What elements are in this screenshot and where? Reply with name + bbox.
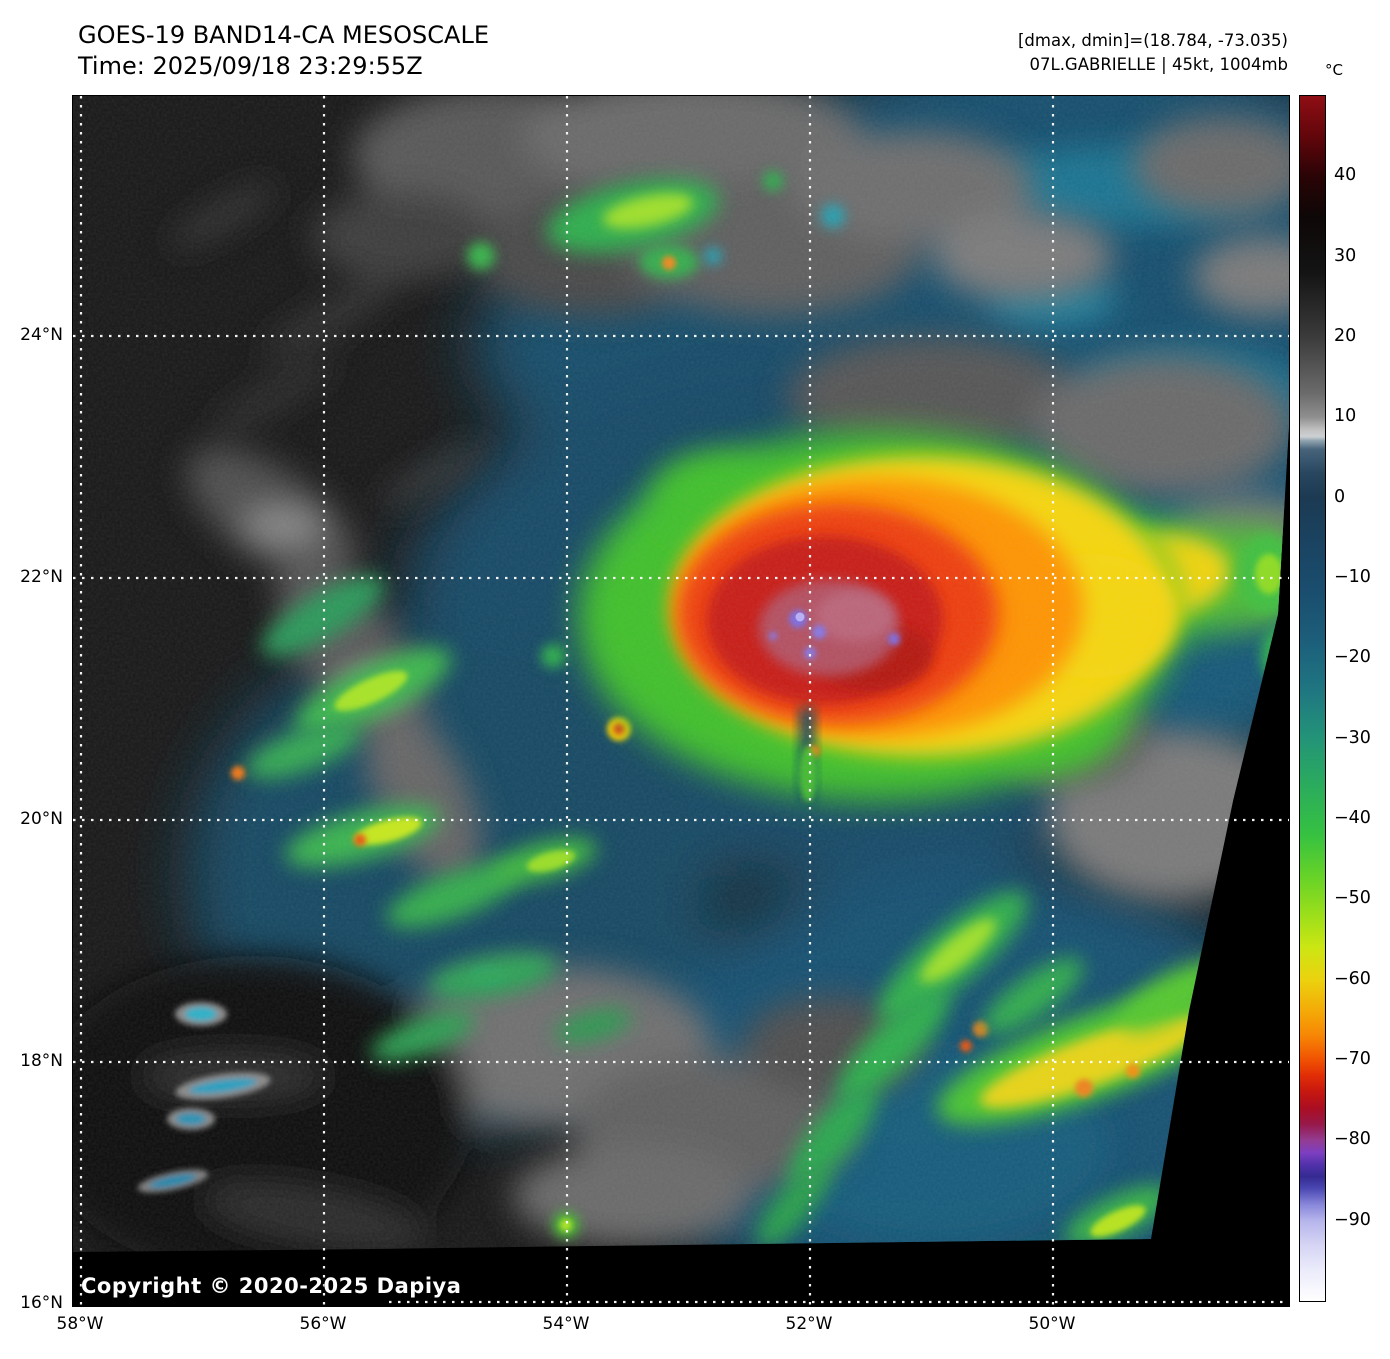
x-axis-tick-58w: 58°W — [56, 1314, 104, 1334]
time-label: Time: 2025/09/18 23:29:55Z — [78, 52, 423, 80]
colorbar-tick-label: 30 — [1334, 245, 1357, 266]
page-title: GOES-19 BAND14-CA MESOSCALE — [78, 21, 489, 49]
colorbar-tick-label: 40 — [1334, 165, 1357, 186]
graticule — [73, 96, 1289, 1306]
colorbar-tick-label: −60 — [1334, 968, 1371, 989]
y-axis-tick-22n: 22°N — [20, 567, 63, 587]
x-axis-tick-50w: 50°W — [1028, 1314, 1076, 1334]
copyright-label: Copyright © 2020-2025 Dapiya — [81, 1274, 462, 1298]
colorbar-tick-label: −30 — [1334, 727, 1371, 748]
x-axis-tick-56w: 56°W — [299, 1314, 347, 1334]
colorbar-ticks: 40 30 20 10 0 −10 −20 −30 −40 −50 −60 −70 −80 −90 — [1334, 95, 1390, 1300]
colorbar-tick-label: 10 — [1334, 406, 1357, 427]
y-axis-tick-20n: 20°N — [20, 809, 63, 829]
colorbar-tick-label: −10 — [1334, 567, 1371, 587]
colorbar-tick-label: −40 — [1334, 808, 1371, 828]
satellite-map: Copyright © 2020-2025 Dapiya — [72, 95, 1290, 1307]
colorbar-gradient — [1299, 95, 1326, 1302]
colorbar-tick-label: −90 — [1334, 1209, 1371, 1230]
colorbar-tick-label: 20 — [1334, 326, 1357, 346]
colorbar-tick-label: −80 — [1334, 1129, 1371, 1150]
data-region — [73, 96, 1289, 1252]
dmax-dmin-label: [dmax, dmin]=(18.784, -73.035) — [1018, 31, 1288, 50]
y-axis-tick-18n: 18°N — [20, 1051, 63, 1071]
colorbar-tick-label: −20 — [1334, 647, 1371, 668]
x-axis-tick-54w: 54°W — [542, 1314, 590, 1334]
y-axis-tick-24n: 24°N — [20, 325, 63, 345]
colorbar-tick-label: 0 — [1334, 486, 1346, 507]
y-axis-tick-16n: 16°N — [20, 1293, 63, 1313]
x-axis-tick-52w: 52°W — [785, 1314, 833, 1334]
storm-info-label: 07L.GABRIELLE | 45kt, 1004mb — [1029, 55, 1289, 74]
noise-texture — [73, 96, 1289, 1252]
colorbar-tick-label: −50 — [1334, 888, 1371, 909]
satellite-image — [73, 96, 1289, 1306]
colorbar-unit-label: °C — [1325, 61, 1343, 79]
colorbar-tick-label: −70 — [1334, 1049, 1371, 1069]
